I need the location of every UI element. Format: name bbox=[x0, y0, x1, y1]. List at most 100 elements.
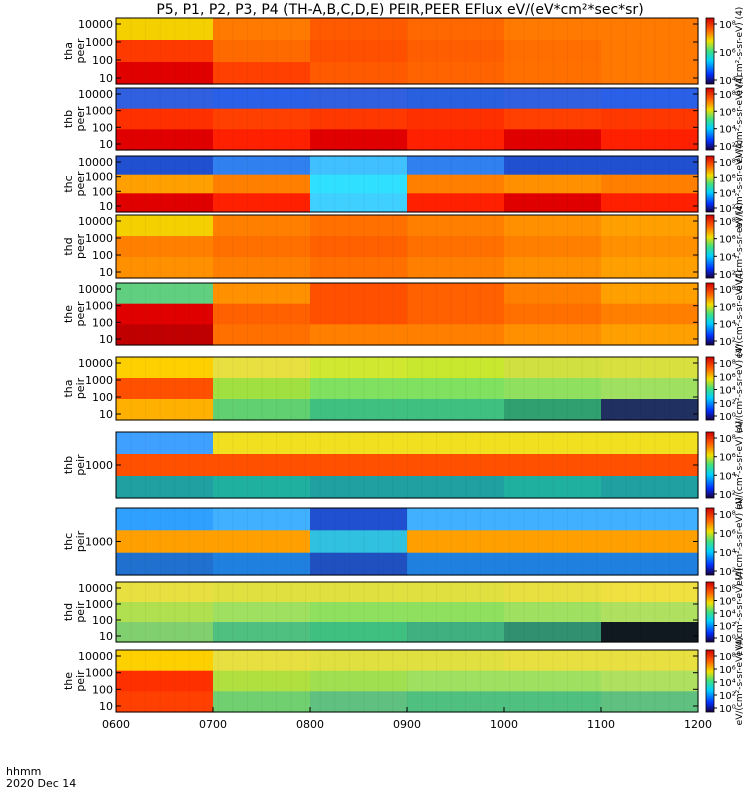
texture-line bbox=[217, 508, 219, 575]
heatmap-cell bbox=[213, 378, 311, 400]
heatmap-cell bbox=[116, 303, 214, 325]
texture-line bbox=[232, 88, 234, 150]
texture-line bbox=[625, 508, 627, 575]
texture-line bbox=[145, 18, 147, 84]
heatmap-cell bbox=[213, 283, 311, 305]
heatmap-cell bbox=[407, 88, 505, 110]
texture-line bbox=[261, 357, 263, 420]
texture-line bbox=[494, 88, 496, 150]
texture-line bbox=[436, 357, 438, 420]
colorbar bbox=[705, 155, 715, 213]
heatmap-cell bbox=[407, 324, 505, 346]
texture-line bbox=[232, 357, 234, 420]
colorbar-tick-label: 10⁴ bbox=[719, 189, 736, 200]
texture-line bbox=[232, 650, 234, 712]
colorbar-tick-label: 10² bbox=[719, 567, 736, 578]
texture-line bbox=[668, 357, 670, 420]
texture-line bbox=[668, 508, 670, 575]
texture-line bbox=[654, 215, 656, 278]
texture-line bbox=[508, 582, 510, 642]
texture-line bbox=[392, 88, 394, 150]
y-tick-label: 1000 bbox=[85, 105, 113, 118]
texture-line bbox=[232, 156, 234, 212]
texture-line bbox=[392, 215, 394, 278]
heatmap-cell bbox=[310, 156, 408, 176]
texture-line bbox=[668, 582, 670, 642]
colorbar-tick-label: 10² bbox=[719, 204, 736, 215]
texture-line bbox=[217, 650, 219, 712]
y-axis-probe-label: thb bbox=[62, 110, 75, 128]
y-axis-species-label: peir bbox=[74, 530, 87, 552]
texture-line bbox=[421, 283, 423, 345]
texture-line bbox=[407, 156, 408, 212]
texture-line bbox=[465, 156, 467, 212]
texture-line bbox=[610, 18, 612, 84]
texture-line bbox=[334, 508, 336, 575]
colorbar-tick-label: 10⁶ bbox=[719, 235, 736, 246]
texture-line bbox=[421, 156, 423, 212]
texture-line bbox=[479, 508, 481, 575]
texture-line bbox=[363, 508, 365, 575]
texture-line bbox=[639, 582, 641, 642]
heatmap-cell bbox=[213, 88, 311, 110]
texture-line bbox=[159, 650, 161, 712]
y-tick-label: 10000 bbox=[78, 357, 113, 370]
texture-line bbox=[377, 582, 379, 642]
heatmap-cell bbox=[504, 530, 602, 554]
texture-line bbox=[508, 432, 510, 498]
texture-line bbox=[581, 650, 583, 712]
texture-line bbox=[145, 582, 147, 642]
texture-line bbox=[625, 156, 627, 212]
texture-line bbox=[538, 508, 539, 575]
heatmap-cell bbox=[310, 622, 408, 643]
texture-line bbox=[610, 156, 612, 212]
heatmap-cell bbox=[407, 691, 505, 713]
texture-line bbox=[174, 156, 176, 212]
heatmap-cell bbox=[213, 174, 311, 194]
texture-line bbox=[348, 508, 350, 575]
heatmap-cell bbox=[601, 670, 699, 692]
texture-line bbox=[567, 582, 568, 642]
y-axis-probe-label: thb bbox=[62, 456, 75, 474]
texture-line bbox=[203, 432, 205, 498]
heatmap-cell bbox=[116, 257, 214, 279]
heatmap-cell bbox=[407, 476, 505, 499]
texture-line bbox=[276, 650, 278, 712]
heatmap-cell bbox=[504, 88, 602, 110]
texture-line bbox=[261, 88, 263, 150]
texture-line bbox=[596, 582, 598, 642]
texture-line bbox=[552, 357, 554, 420]
texture-line bbox=[232, 283, 234, 345]
heatmap-cell bbox=[504, 324, 602, 346]
heatmap-cell bbox=[407, 508, 505, 531]
texture-line bbox=[247, 156, 248, 212]
texture-line bbox=[319, 432, 321, 498]
texture-line bbox=[523, 88, 525, 150]
colorbar-tick-label: 10⁰ bbox=[719, 634, 736, 645]
y-tick-label: 100 bbox=[92, 249, 113, 262]
texture-line bbox=[232, 582, 234, 642]
heatmap-cell bbox=[407, 399, 505, 421]
texture-line bbox=[247, 432, 248, 498]
texture-line bbox=[654, 156, 656, 212]
texture-line bbox=[421, 88, 423, 150]
texture-line bbox=[203, 156, 205, 212]
heatmap-cell bbox=[213, 156, 311, 176]
heatmap-cell bbox=[213, 62, 311, 85]
texture-line bbox=[581, 582, 583, 642]
texture-line bbox=[523, 357, 525, 420]
texture-line bbox=[421, 582, 423, 642]
colorbar-tick-label: 10⁴ bbox=[719, 548, 736, 559]
heatmap-cell bbox=[310, 62, 408, 85]
heatmap-cell bbox=[504, 582, 602, 603]
y-tick-label: 1000 bbox=[85, 536, 113, 549]
texture-line bbox=[261, 283, 263, 345]
texture-line bbox=[159, 432, 161, 498]
colorbar-label: eV/(cm²-s-sr-eV) (4) bbox=[735, 637, 745, 726]
texture-line bbox=[668, 432, 670, 498]
texture-line bbox=[319, 508, 321, 575]
y-tick-label: 10 bbox=[99, 333, 113, 346]
colorbar-tick-label: 10⁸ bbox=[719, 359, 736, 370]
heatmap-cell bbox=[116, 670, 214, 692]
heatmap-cell bbox=[407, 357, 505, 379]
